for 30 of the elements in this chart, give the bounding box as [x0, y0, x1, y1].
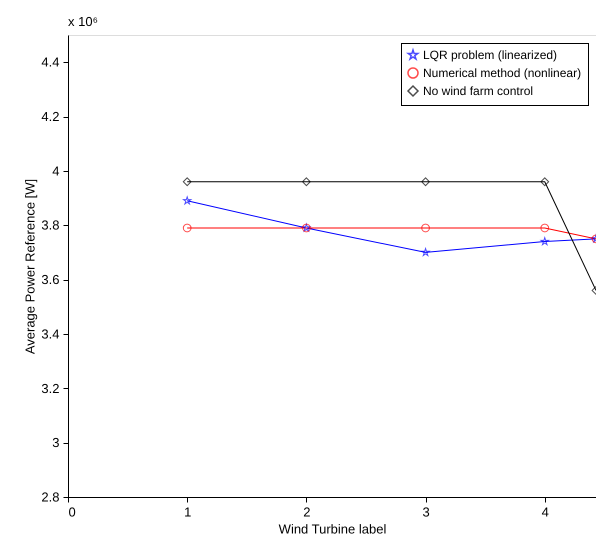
point: [421, 177, 430, 186]
y-tick-label: 3: [52, 435, 60, 450]
x-tick-label: 4: [542, 504, 549, 520]
point: [182, 224, 192, 232]
y-tick-label: 2.8: [41, 490, 60, 504]
text: x 10⁶: [68, 14, 98, 29]
y-tick-label: 4: [52, 163, 60, 178]
y-tick-label: 3.8: [41, 218, 60, 233]
legend-label: No wind farm control: [423, 84, 534, 98]
x-tick-label: 1: [184, 504, 192, 520]
x-axis-title: Wind Turbine label: [278, 522, 386, 536]
legend-label: Numerical method (nonlinear): [423, 66, 582, 80]
point: [421, 224, 430, 232]
y-tick-label: 4.4: [41, 54, 60, 70]
point: [182, 177, 192, 186]
point: [183, 196, 192, 204]
y-tick-label: 4.2: [41, 109, 60, 124]
point: [540, 237, 549, 246]
y-tick-label: 3.2: [41, 380, 60, 396]
y-tick-label: 3.6: [41, 272, 60, 288]
x-tick-label: 3: [422, 504, 430, 520]
y-axis-title: Average Power Reference [W]: [22, 178, 38, 354]
x-tick-label: 2: [303, 504, 310, 520]
point: [540, 177, 550, 186]
x-tick-label: 0: [68, 504, 76, 520]
point: [540, 224, 550, 232]
point: [421, 248, 430, 256]
y-tick-label: 3.4: [41, 326, 60, 342]
point: [302, 177, 311, 186]
legend-label: LQR problem (linearized): [423, 48, 558, 62]
